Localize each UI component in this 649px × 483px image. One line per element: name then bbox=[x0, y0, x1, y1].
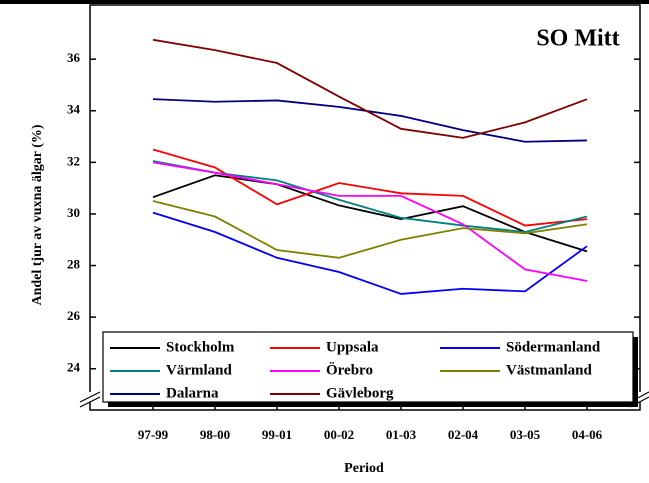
x-tick-label: 04-06 bbox=[572, 427, 603, 442]
y-tick-label: 24 bbox=[67, 360, 81, 375]
y-axis-label: Andel tjur av vuxna älgar (%) bbox=[30, 124, 45, 305]
x-tick-label: 97-99 bbox=[138, 427, 169, 442]
y-tick-label: 28 bbox=[67, 257, 81, 272]
series-line bbox=[152, 161, 588, 282]
series-line bbox=[152, 148, 588, 227]
x-tick-label: 02-04 bbox=[448, 427, 479, 442]
series-line bbox=[152, 98, 588, 143]
series-line bbox=[152, 200, 588, 259]
series-line bbox=[152, 174, 588, 253]
legend-label: Södermanland bbox=[506, 339, 601, 355]
legend-label: Örebro bbox=[326, 361, 373, 378]
x-tick-label: 03-05 bbox=[510, 427, 541, 442]
legend-label: Uppsala bbox=[326, 339, 379, 355]
legend-label: Gävleborg bbox=[326, 385, 394, 401]
x-axis-label: Period bbox=[344, 461, 384, 476]
series-line bbox=[152, 211, 588, 295]
legend-label: Dalarna bbox=[166, 385, 219, 401]
y-tick-label: 30 bbox=[67, 205, 80, 220]
legend-label: Stockholm bbox=[166, 339, 235, 355]
x-tick-label: 00-02 bbox=[324, 427, 354, 442]
plot-frame bbox=[89, 4, 641, 411]
legend-box bbox=[102, 331, 634, 403]
x-tick-label: 99-01 bbox=[262, 427, 292, 442]
y-tick-label: 32 bbox=[67, 153, 80, 168]
top-bar bbox=[0, 0, 649, 4]
x-tick-label: 98-00 bbox=[200, 427, 230, 442]
legend-label: Västmanland bbox=[506, 362, 593, 378]
series-line bbox=[152, 38, 588, 139]
y-tick-label: 26 bbox=[67, 308, 81, 323]
x-tick-label: 01-03 bbox=[386, 427, 417, 442]
y-tick-label: 36 bbox=[67, 50, 81, 65]
legend-label: Värmland bbox=[166, 362, 232, 378]
chart-title: SO Mitt bbox=[536, 26, 619, 52]
y-tick-label: 34 bbox=[67, 102, 81, 117]
